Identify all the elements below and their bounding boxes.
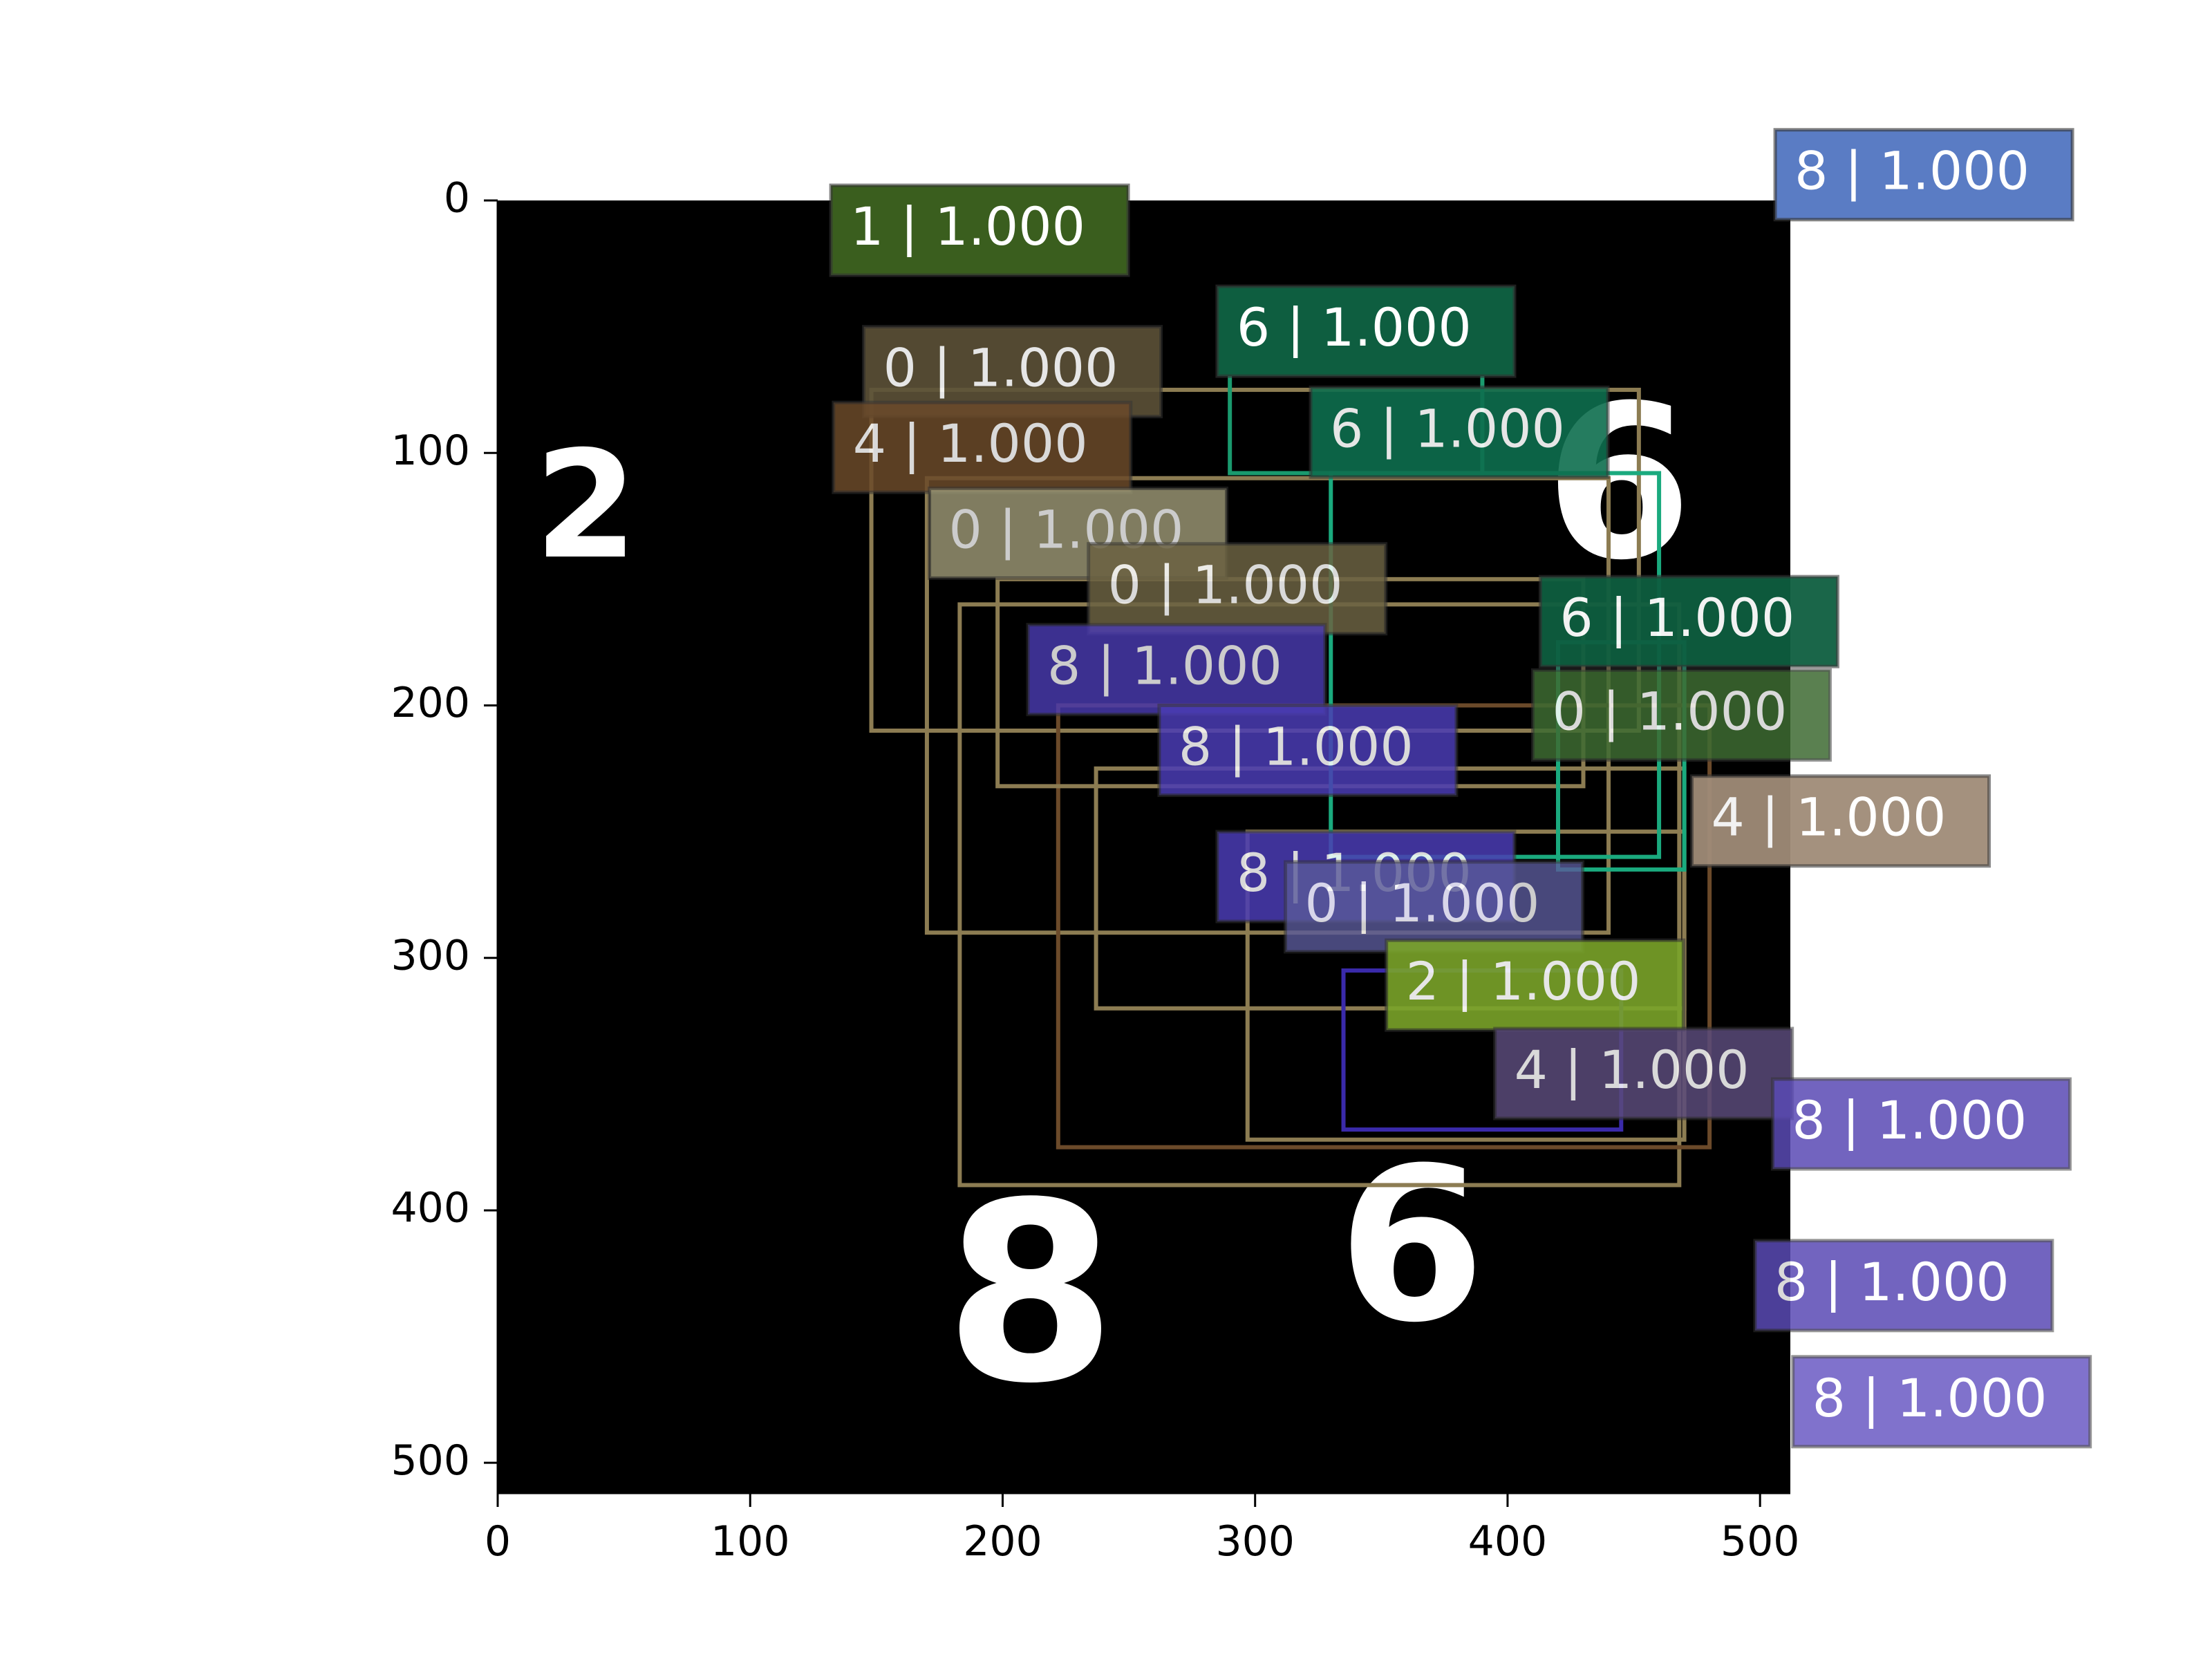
detection-label-text: 6 | 1.000 [1330,397,1565,460]
detection-label: 2 | 1.000 [1385,938,1686,1032]
y-tick-label: 400 [391,1184,470,1232]
detection-label-box [1215,284,1517,378]
detection-label: 1 | 1.000 [829,183,1130,277]
detection-label: 0 | 1.000 [1087,542,1388,636]
detection-label-box [1791,1355,2092,1449]
detection-label-text: 6 | 1.000 [1559,587,1794,649]
y-tick-label: 0 [444,174,470,223]
detection-label-box [1157,703,1459,797]
x-tick-label: 500 [1721,1517,1800,1566]
detection-label-box [829,183,1130,277]
detection-label-box [1773,128,2074,222]
detection-label-box [1770,1077,2072,1171]
y-tick-label: 200 [391,679,470,727]
detection-label-box [1538,574,1839,668]
image-digit: 2 [534,419,637,592]
detection-label: 0 | 1.000 [1530,668,1832,762]
detection-label-box [1284,860,1585,954]
detection-label: 6 | 1.000 [1309,385,1610,479]
detection-label-text: 4 | 1.000 [1515,1039,1750,1101]
x-tick-label: 0 [485,1517,511,1566]
detection-label-layer: 1 | 1.000 8 | 1.000 6 | 1.000 0 | 1.000 6 | … [829,128,2092,1449]
detection-label: 0 | 1.000 [1284,860,1585,954]
detection-label-text: 8 | 1.000 [1047,635,1282,697]
axes: 0 100 200 300 400 500 0 100 200 300 400 500 [391,174,1799,1566]
detection-label: 8 | 1.000 [1753,1239,2054,1333]
detection-label-box [1087,542,1388,636]
x-tick-label: 400 [1468,1517,1548,1566]
detection-label: 6 | 1.000 [1215,284,1517,378]
detection-label: 4 | 1.000 [1690,774,1991,868]
x-tick-label: 200 [963,1517,1042,1566]
detection-label: 8 | 1.000 [1026,623,1327,717]
detection-label-text: 0 | 1.000 [883,337,1118,400]
detection-label-text: 4 | 1.000 [853,413,1088,475]
y-tick-label: 500 [391,1436,470,1485]
detection-label-text: 8 | 1.000 [1794,140,2030,203]
detection-label-text: 8 | 1.000 [1812,1367,2047,1430]
detection-label-text: 4 | 1.000 [1712,787,1947,849]
detection-label-text: 6 | 1.000 [1237,297,1472,359]
detection-label-text: 0 | 1.000 [1108,554,1343,617]
image-digit: 8 [944,1150,1116,1438]
detection-label-box [832,400,1133,494]
detection-label: 6 | 1.000 [1538,574,1839,668]
detection-label-text: 0 | 1.000 [1552,680,1787,742]
detection-label-box [1753,1239,2054,1333]
detection-label: 8 | 1.000 [1791,1355,2092,1449]
detection-label-text: 8 | 1.000 [1179,715,1414,778]
detection-label: 8 | 1.000 [1157,703,1459,797]
detection-label-box [1309,385,1610,479]
detection-label: 8 | 1.000 [1770,1077,2072,1171]
detection-label-text: 2 | 1.000 [1406,950,1641,1013]
detection-label-box [1026,623,1327,717]
y-tick-label: 300 [391,931,470,980]
detection-label-text: 0 | 1.000 [1305,872,1540,935]
image-digit: 6 [1338,1123,1485,1369]
x-tick-label: 100 [711,1517,790,1566]
detection-label-box [1690,774,1991,868]
detection-label-box [1385,938,1686,1032]
detection-label: 4 | 1.000 [832,400,1133,494]
detection-label-text: 1 | 1.000 [850,196,1085,258]
y-tick-label: 100 [391,427,470,475]
x-tick-label: 300 [1215,1517,1295,1566]
detection-label-box [1493,1027,1794,1121]
detection-label-box [1530,668,1832,762]
detection-label-text: 8 | 1.000 [1774,1251,2009,1313]
detection-label-text: 8 | 1.000 [1792,1089,2027,1152]
detection-label: 4 | 1.000 [1493,1027,1794,1121]
detection-label: 8 | 1.000 [1773,128,2074,222]
